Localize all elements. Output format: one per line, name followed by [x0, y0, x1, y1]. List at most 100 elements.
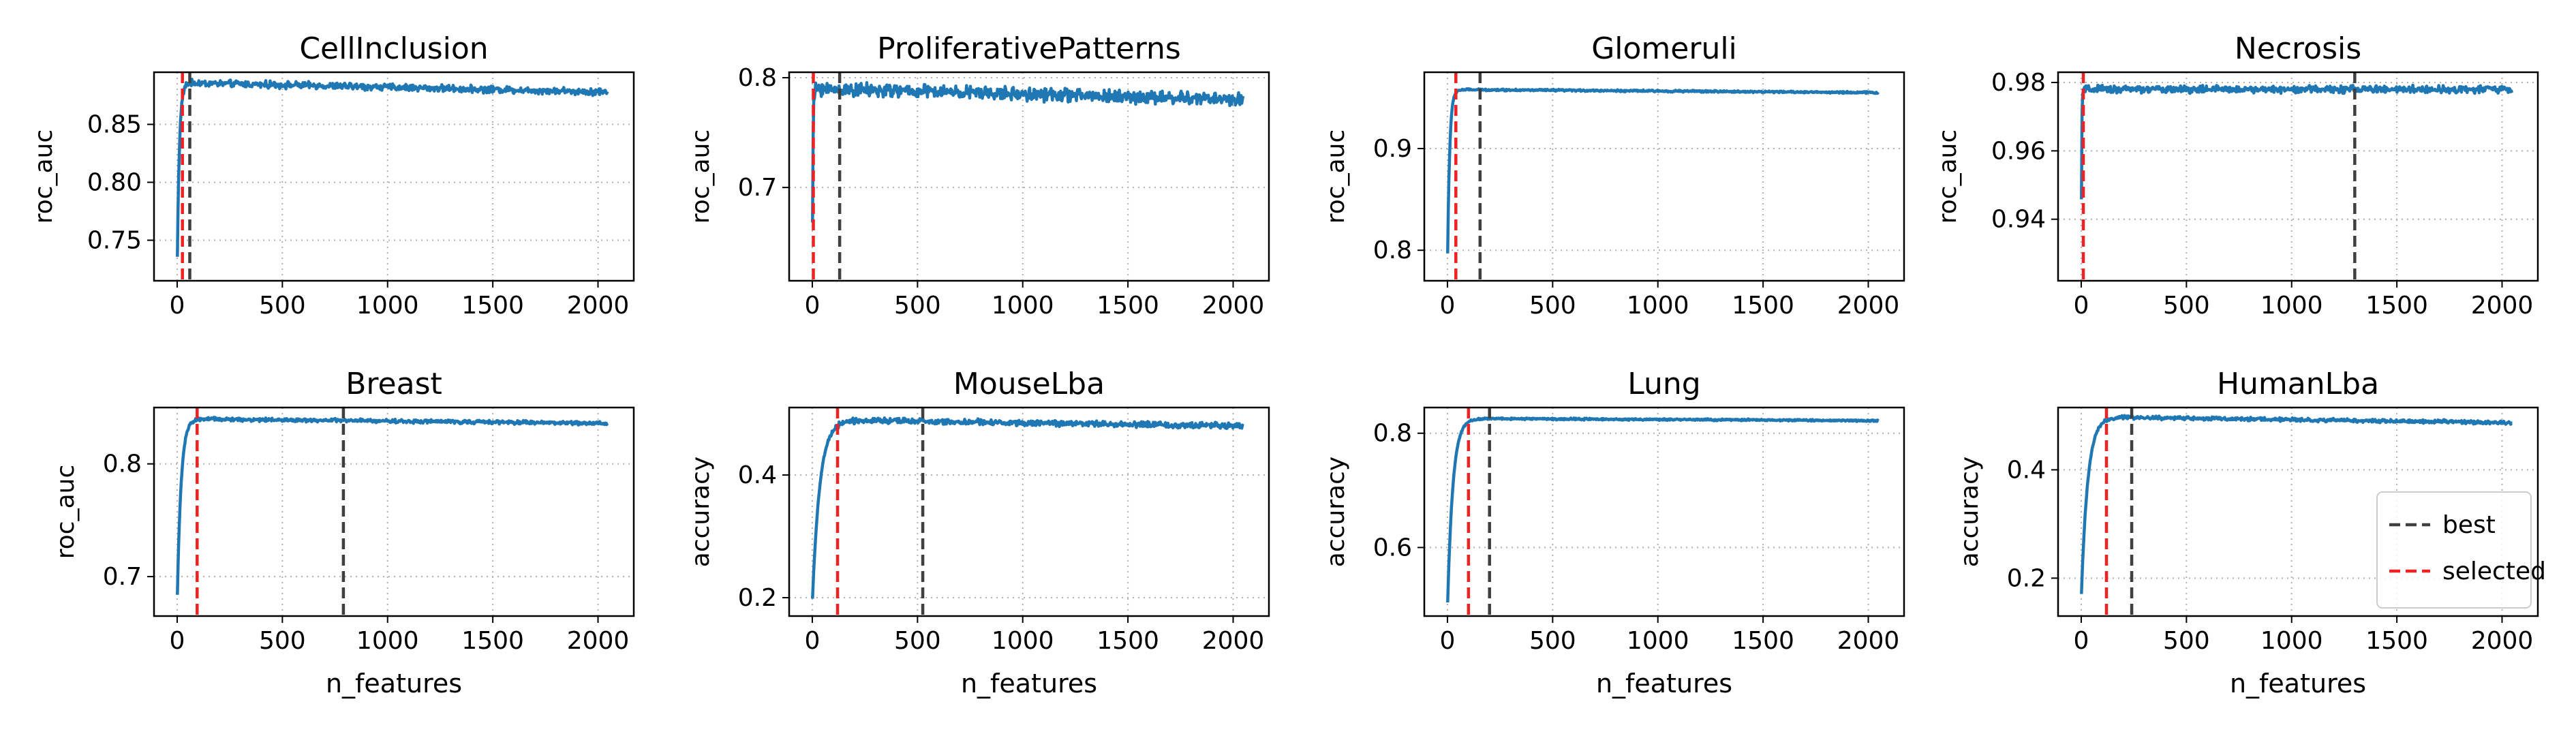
- axes-frame: [2057, 406, 2539, 617]
- x-tick-label: 2000: [1202, 627, 1265, 655]
- y-axis-label: roc_auc: [1934, 129, 1962, 224]
- x-tick-label: 0: [2074, 292, 2089, 320]
- subplot-humanlba: 0 500 1000 1500 2000 0.2 0.4 HumanLba accuracy n_…: [1956, 367, 2539, 699]
- x-tick-label: 1000: [2260, 627, 2323, 655]
- y-tick-label: 0.4: [738, 461, 777, 489]
- x-axis-label: n_features: [961, 669, 1097, 699]
- y-tick-label: 0.7: [103, 563, 142, 591]
- series-line-breast: [176, 416, 609, 595]
- y-axis-label: roc_auc: [687, 129, 715, 224]
- series-line-proliferativepatterns: [811, 80, 1245, 223]
- x-tick-label: 1000: [356, 627, 419, 655]
- x-tick-label: 1000: [992, 292, 1054, 320]
- x-tick-label: 0: [1440, 627, 1456, 655]
- y-tick-label: 0.75: [87, 227, 142, 255]
- x-tick-label: 0: [805, 292, 821, 320]
- axes-frame: [153, 71, 635, 282]
- y-tick-label: 0.85: [87, 111, 142, 139]
- x-tick-label: 500: [1529, 292, 1576, 320]
- subplot-title: MouseLba: [953, 367, 1105, 401]
- y-tick-label: 0.6: [1373, 534, 1412, 562]
- y-axis-label: roc_auc: [30, 129, 58, 224]
- subplot-lung: 0 500 1000 1500 2000 0.6 0.8 Lung accuracy n_feat…: [1322, 367, 1905, 699]
- x-tick-label: 1500: [1732, 627, 1794, 655]
- y-tick-label: 0.2: [738, 584, 777, 612]
- legend-selected-label: selected: [2442, 557, 2546, 585]
- x-tick-label: 500: [894, 292, 941, 320]
- x-tick-label: 1000: [992, 627, 1054, 655]
- subplot-breast: 0 500 1000 1500 2000 0.7 0.8 Breast roc_auc n_fea…: [52, 367, 635, 699]
- axes-frame: [788, 71, 1270, 282]
- y-axis-label: roc_auc: [1322, 129, 1350, 224]
- x-tick-label: 1000: [2260, 292, 2323, 320]
- y-tick-label: 0.8: [103, 450, 142, 478]
- legend-best-label: best: [2442, 511, 2496, 539]
- x-tick-label: 1500: [461, 627, 524, 655]
- subplot-mouselba: 0 500 1000 1500 2000 0.2 0.4 MouseLba accuracy n_…: [687, 367, 1270, 699]
- x-tick-label: 2000: [567, 292, 630, 320]
- x-tick-label: 1000: [1627, 627, 1689, 655]
- y-tick-label: 0.98: [1991, 69, 2046, 97]
- x-tick-label: 1500: [1097, 292, 1159, 320]
- x-tick-label: 500: [259, 292, 306, 320]
- x-tick-label: 2000: [1202, 292, 1265, 320]
- subplot-glomeruli: 0 500 1000 1500 2000 0.8 0.9 Glomeruli roc_auc: [1322, 31, 1905, 320]
- axes-frame: [788, 406, 1270, 617]
- series-line-necrosis: [2080, 83, 2514, 200]
- axes-frame: [2057, 71, 2539, 282]
- subplot-title: HumanLba: [2217, 367, 2379, 401]
- x-tick-label: 2000: [1837, 292, 1900, 320]
- y-tick-label: 0.94: [1991, 206, 2046, 234]
- x-tick-label: 0: [805, 627, 821, 655]
- x-tick-label: 1000: [356, 292, 419, 320]
- x-tick-label: 1500: [2365, 627, 2428, 655]
- subplot-title: CellInclusion: [299, 31, 488, 66]
- x-tick-label: 500: [259, 627, 306, 655]
- x-tick-label: 500: [1529, 627, 1576, 655]
- x-tick-label: 2000: [567, 627, 630, 655]
- series-line-cellinclusion: [176, 77, 609, 257]
- axes-frame: [153, 406, 635, 617]
- x-axis-label: n_features: [1596, 669, 1732, 699]
- series-line-lung: [1446, 416, 1880, 603]
- x-tick-label: 1500: [2365, 292, 2428, 320]
- subplot-proliferativepatterns: 0 500 1000 1500 2000 0.7 0.8 ProliferativePatte…: [687, 31, 1270, 320]
- x-tick-label: 1500: [1097, 627, 1159, 655]
- x-tick-label: 500: [2163, 292, 2210, 320]
- x-tick-label: 0: [1440, 292, 1456, 320]
- x-tick-label: 2000: [2471, 627, 2534, 655]
- y-tick-label: 0.2: [2007, 564, 2046, 592]
- x-axis-label: n_features: [326, 669, 462, 699]
- y-axis-label: roc_auc: [52, 465, 80, 559]
- y-tick-label: 0.7: [738, 174, 777, 202]
- x-tick-label: 500: [894, 627, 941, 655]
- axes-frame: [1423, 406, 1905, 617]
- legend-box: [2376, 491, 2532, 609]
- x-tick-label: 0: [170, 627, 185, 655]
- x-tick-label: 2000: [1837, 627, 1900, 655]
- y-tick-label: 0.4: [2007, 456, 2046, 484]
- y-tick-label: 0.9: [1373, 135, 1412, 163]
- y-tick-label: 0.8: [1373, 420, 1412, 448]
- x-tick-label: 0: [170, 292, 185, 320]
- series-line-humanlba: [2080, 414, 2513, 594]
- x-tick-label: 1000: [1627, 292, 1689, 320]
- legend: best selected: [2376, 491, 2546, 609]
- subplot-title: ProliferativePatterns: [877, 31, 1181, 66]
- subplot-title: Breast: [346, 367, 442, 401]
- x-tick-label: 0: [2074, 627, 2089, 655]
- x-tick-label: 2000: [2471, 292, 2534, 320]
- y-tick-label: 0.8: [1373, 236, 1412, 264]
- subplot-necrosis: 0 500 1000 1500 2000 0.94 0.96 0.98 Necrosis roc_…: [1934, 31, 2539, 320]
- subplot-title: Lung: [1627, 367, 1700, 401]
- x-tick-label: 1500: [1732, 292, 1794, 320]
- y-axis-label: accuracy: [1322, 457, 1350, 567]
- x-tick-label: 500: [2163, 627, 2210, 655]
- subplot-title: Necrosis: [2235, 31, 2361, 66]
- x-tick-label: 1500: [461, 292, 524, 320]
- y-tick-label: 0.96: [1991, 137, 2046, 165]
- y-tick-label: 0.8: [738, 64, 777, 92]
- axes-frame: [1423, 71, 1905, 282]
- subplot-title: Glomeruli: [1591, 31, 1737, 66]
